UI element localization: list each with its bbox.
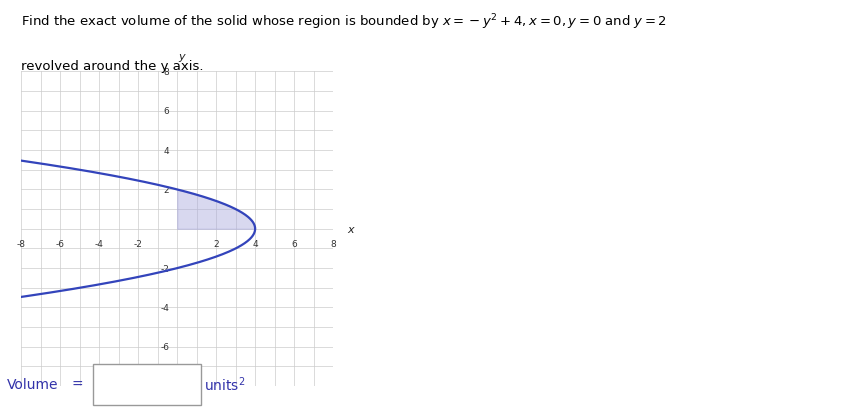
Text: 2: 2 bbox=[213, 239, 218, 248]
Text: y: y bbox=[178, 52, 185, 62]
Text: 8: 8 bbox=[330, 239, 335, 248]
Text: 6: 6 bbox=[291, 239, 297, 248]
Text: -4: -4 bbox=[160, 303, 169, 312]
Text: -2: -2 bbox=[160, 264, 169, 273]
Text: -6: -6 bbox=[55, 239, 65, 248]
Text: 4: 4 bbox=[164, 146, 169, 155]
Text: -4: -4 bbox=[95, 239, 103, 248]
Text: revolved around the y axis.: revolved around the y axis. bbox=[21, 60, 204, 73]
Text: 2: 2 bbox=[164, 185, 169, 195]
Text: Find the exact volume of the solid whose region is bounded by $x = -y^2 + 4, x =: Find the exact volume of the solid whose… bbox=[21, 12, 667, 32]
Text: -8: -8 bbox=[17, 239, 26, 248]
Text: 6: 6 bbox=[164, 107, 169, 116]
Text: units$^2$: units$^2$ bbox=[204, 375, 246, 393]
Text: 8: 8 bbox=[164, 68, 169, 77]
Text: 4: 4 bbox=[252, 239, 258, 248]
Text: Volume: Volume bbox=[7, 377, 59, 391]
Text: x: x bbox=[347, 224, 353, 234]
Text: -2: -2 bbox=[134, 239, 142, 248]
Text: -8: -8 bbox=[160, 382, 169, 391]
FancyBboxPatch shape bbox=[93, 364, 200, 405]
Text: -6: -6 bbox=[160, 342, 169, 351]
Text: =: = bbox=[72, 377, 84, 391]
